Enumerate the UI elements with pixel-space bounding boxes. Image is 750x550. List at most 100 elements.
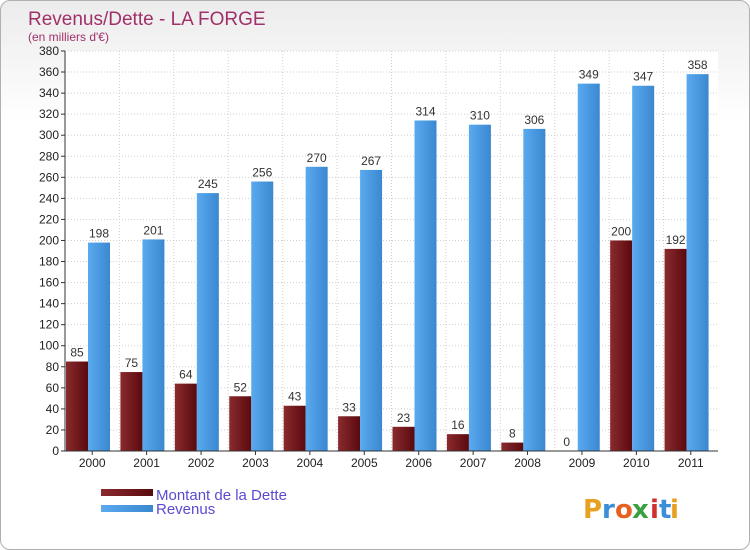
x-tick-label: 2006 [405, 456, 432, 470]
data-label-revenus: 306 [524, 113, 544, 127]
logo-letter: P [583, 495, 602, 525]
y-tick-label: 260 [39, 170, 59, 184]
data-label-revenus: 198 [89, 227, 109, 241]
bar-revenus [142, 239, 165, 451]
y-tick-label: 60 [46, 381, 60, 395]
y-tick-label: 40 [46, 402, 60, 416]
legend-swatch-revenus [101, 505, 153, 512]
data-label-debt: 200 [611, 224, 631, 238]
y-tick-label: 240 [39, 191, 59, 205]
data-label-debt: 8 [509, 427, 516, 441]
x-tick-label: 2005 [351, 456, 378, 470]
data-label-debt: 16 [451, 418, 465, 432]
bar-revenus [88, 242, 110, 451]
data-label-revenus: 267 [361, 154, 381, 168]
y-tick-label: 200 [39, 233, 59, 247]
data-label-revenus: 310 [470, 109, 490, 123]
y-tick-label: 100 [39, 339, 59, 353]
data-label-debt: 85 [70, 346, 84, 360]
y-tick-label: 140 [39, 297, 59, 311]
x-tick-label: 2009 [569, 456, 596, 470]
bar-debt [66, 361, 88, 451]
x-tick-label: 2007 [460, 456, 487, 470]
y-tick-label: 80 [46, 360, 60, 374]
bar-debt [283, 405, 306, 451]
y-tick-label: 360 [39, 65, 59, 79]
data-label-debt: 43 [288, 390, 302, 404]
y-tick-label: 20 [46, 423, 60, 437]
bar-revenus [468, 124, 491, 452]
chart-subtitle: (en milliers d'€) [28, 30, 109, 44]
data-label-revenus: 358 [688, 58, 708, 72]
y-tick-label: 180 [39, 255, 59, 269]
bar-revenus [686, 74, 709, 451]
bar-revenus [523, 128, 546, 451]
data-label-debt: 23 [397, 411, 411, 425]
logo-letter: i [670, 495, 679, 525]
x-tick-label: 2003 [242, 456, 269, 470]
x-tick-label: 2002 [188, 456, 215, 470]
data-label-debt: 33 [342, 400, 356, 414]
data-label-revenus: 347 [633, 70, 653, 84]
logo-letter: x [632, 495, 649, 525]
bar-revenus [305, 166, 328, 451]
bar-debt [664, 248, 687, 451]
data-label-debt: 0 [563, 435, 570, 449]
bar-revenus [414, 120, 437, 451]
labels-layer: 85 198 75 201 64 245 52 256 43 270 33 267 23 314 16 310… [70, 58, 708, 449]
y-tick-label: 340 [39, 86, 59, 100]
data-label-revenus: 201 [143, 223, 163, 237]
axis-layer: 0204060801001201401601802002202402602803… [39, 44, 718, 470]
bar-debt [392, 426, 415, 451]
legend-label-debt: Montant de la Dette [156, 487, 287, 504]
bar-debt [174, 383, 197, 451]
x-tick-label: 2000 [79, 456, 106, 470]
legend-label-revenus: Revenus [156, 501, 215, 518]
y-tick-label: 0 [52, 444, 59, 458]
bar-revenus [577, 83, 600, 451]
bars-layer [66, 74, 709, 452]
x-tick-label: 2008 [514, 456, 541, 470]
y-tick-label: 280 [39, 149, 59, 163]
bar-revenus [360, 169, 383, 451]
bar-debt [338, 416, 361, 451]
bar-debt [501, 442, 524, 451]
bar-debt [446, 434, 469, 451]
bar-revenus [251, 181, 274, 452]
y-tick-label: 220 [39, 212, 59, 226]
data-label-revenus: 270 [307, 151, 327, 165]
bar-revenus [632, 85, 655, 451]
data-label-debt: 64 [179, 368, 193, 382]
legend: Montant de la Dette Revenus [101, 487, 287, 518]
bar-debt [120, 372, 143, 451]
x-tick-label: 2010 [623, 456, 650, 470]
bar-debt [610, 240, 633, 451]
data-label-revenus: 256 [252, 166, 272, 180]
x-tick-label: 2004 [297, 456, 324, 470]
logo-letter: i [650, 495, 659, 525]
bar-debt [229, 396, 252, 451]
data-label-debt: 52 [234, 380, 248, 394]
legend-swatch-debt [101, 489, 153, 496]
y-tick-label: 380 [39, 44, 59, 58]
x-tick-label: 2011 [678, 456, 704, 470]
y-tick-label: 300 [39, 128, 59, 142]
data-label-debt: 75 [125, 356, 139, 370]
x-tick-label: 2001 [133, 456, 160, 470]
y-tick-label: 160 [39, 276, 59, 290]
logo-letter: r [602, 495, 615, 525]
bar-revenus [196, 193, 219, 451]
y-tick-label: 320 [39, 107, 59, 121]
data-label-debt: 192 [666, 233, 686, 247]
chart-title: Revenus/Dette - LA FORGE [28, 9, 266, 30]
logo-letter: t [659, 495, 671, 525]
data-label-revenus: 349 [579, 68, 599, 82]
data-label-revenus: 245 [198, 177, 218, 191]
grid-layer [65, 50, 718, 452]
logo-letter: o [615, 495, 633, 525]
y-tick-label: 120 [39, 318, 59, 332]
data-label-revenus: 314 [415, 104, 435, 118]
